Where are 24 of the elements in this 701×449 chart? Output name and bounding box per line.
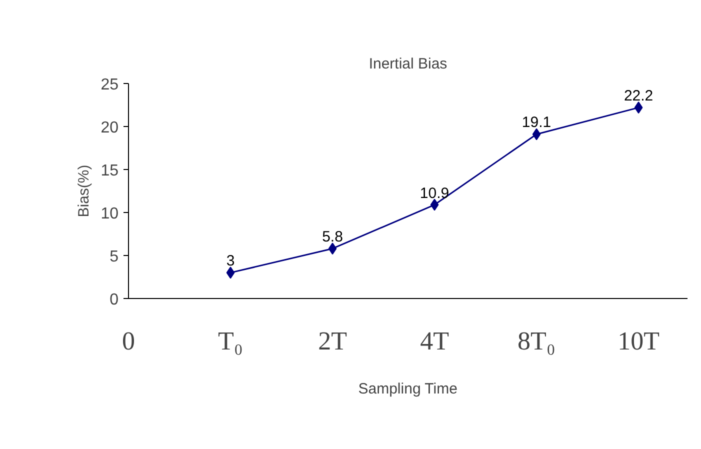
data-label: 3 xyxy=(226,252,235,270)
x-tick-label: 10T xyxy=(618,326,660,356)
point xyxy=(634,102,643,114)
point xyxy=(226,266,235,279)
x-tick-label: 4T xyxy=(420,326,450,356)
y-axis-title: Bias(%) xyxy=(76,164,93,218)
y-tick-label: 0 xyxy=(110,292,119,308)
x-tick-label: T₀ xyxy=(218,326,243,356)
point xyxy=(532,128,541,140)
y-tick-label: 5 xyxy=(110,248,119,266)
point xyxy=(328,242,337,255)
y-tick-label: 15 xyxy=(100,162,119,180)
data-label: 22.2 xyxy=(624,88,654,105)
y-tick-label: 10 xyxy=(100,206,119,222)
point xyxy=(430,198,439,211)
y-tick-label: 20 xyxy=(100,120,119,136)
y-tick-label: 25 xyxy=(100,76,119,94)
data-label: 5.8 xyxy=(322,228,343,246)
x-tick-label: 8T₀ xyxy=(518,326,556,356)
data-label: 10.9 xyxy=(420,184,450,202)
x-axis-title: Sampling Time xyxy=(358,380,458,398)
data-label: 19.1 xyxy=(522,114,552,132)
chart-title: Inertial Bias xyxy=(368,56,448,72)
x-tick-label: 2T xyxy=(318,326,348,356)
